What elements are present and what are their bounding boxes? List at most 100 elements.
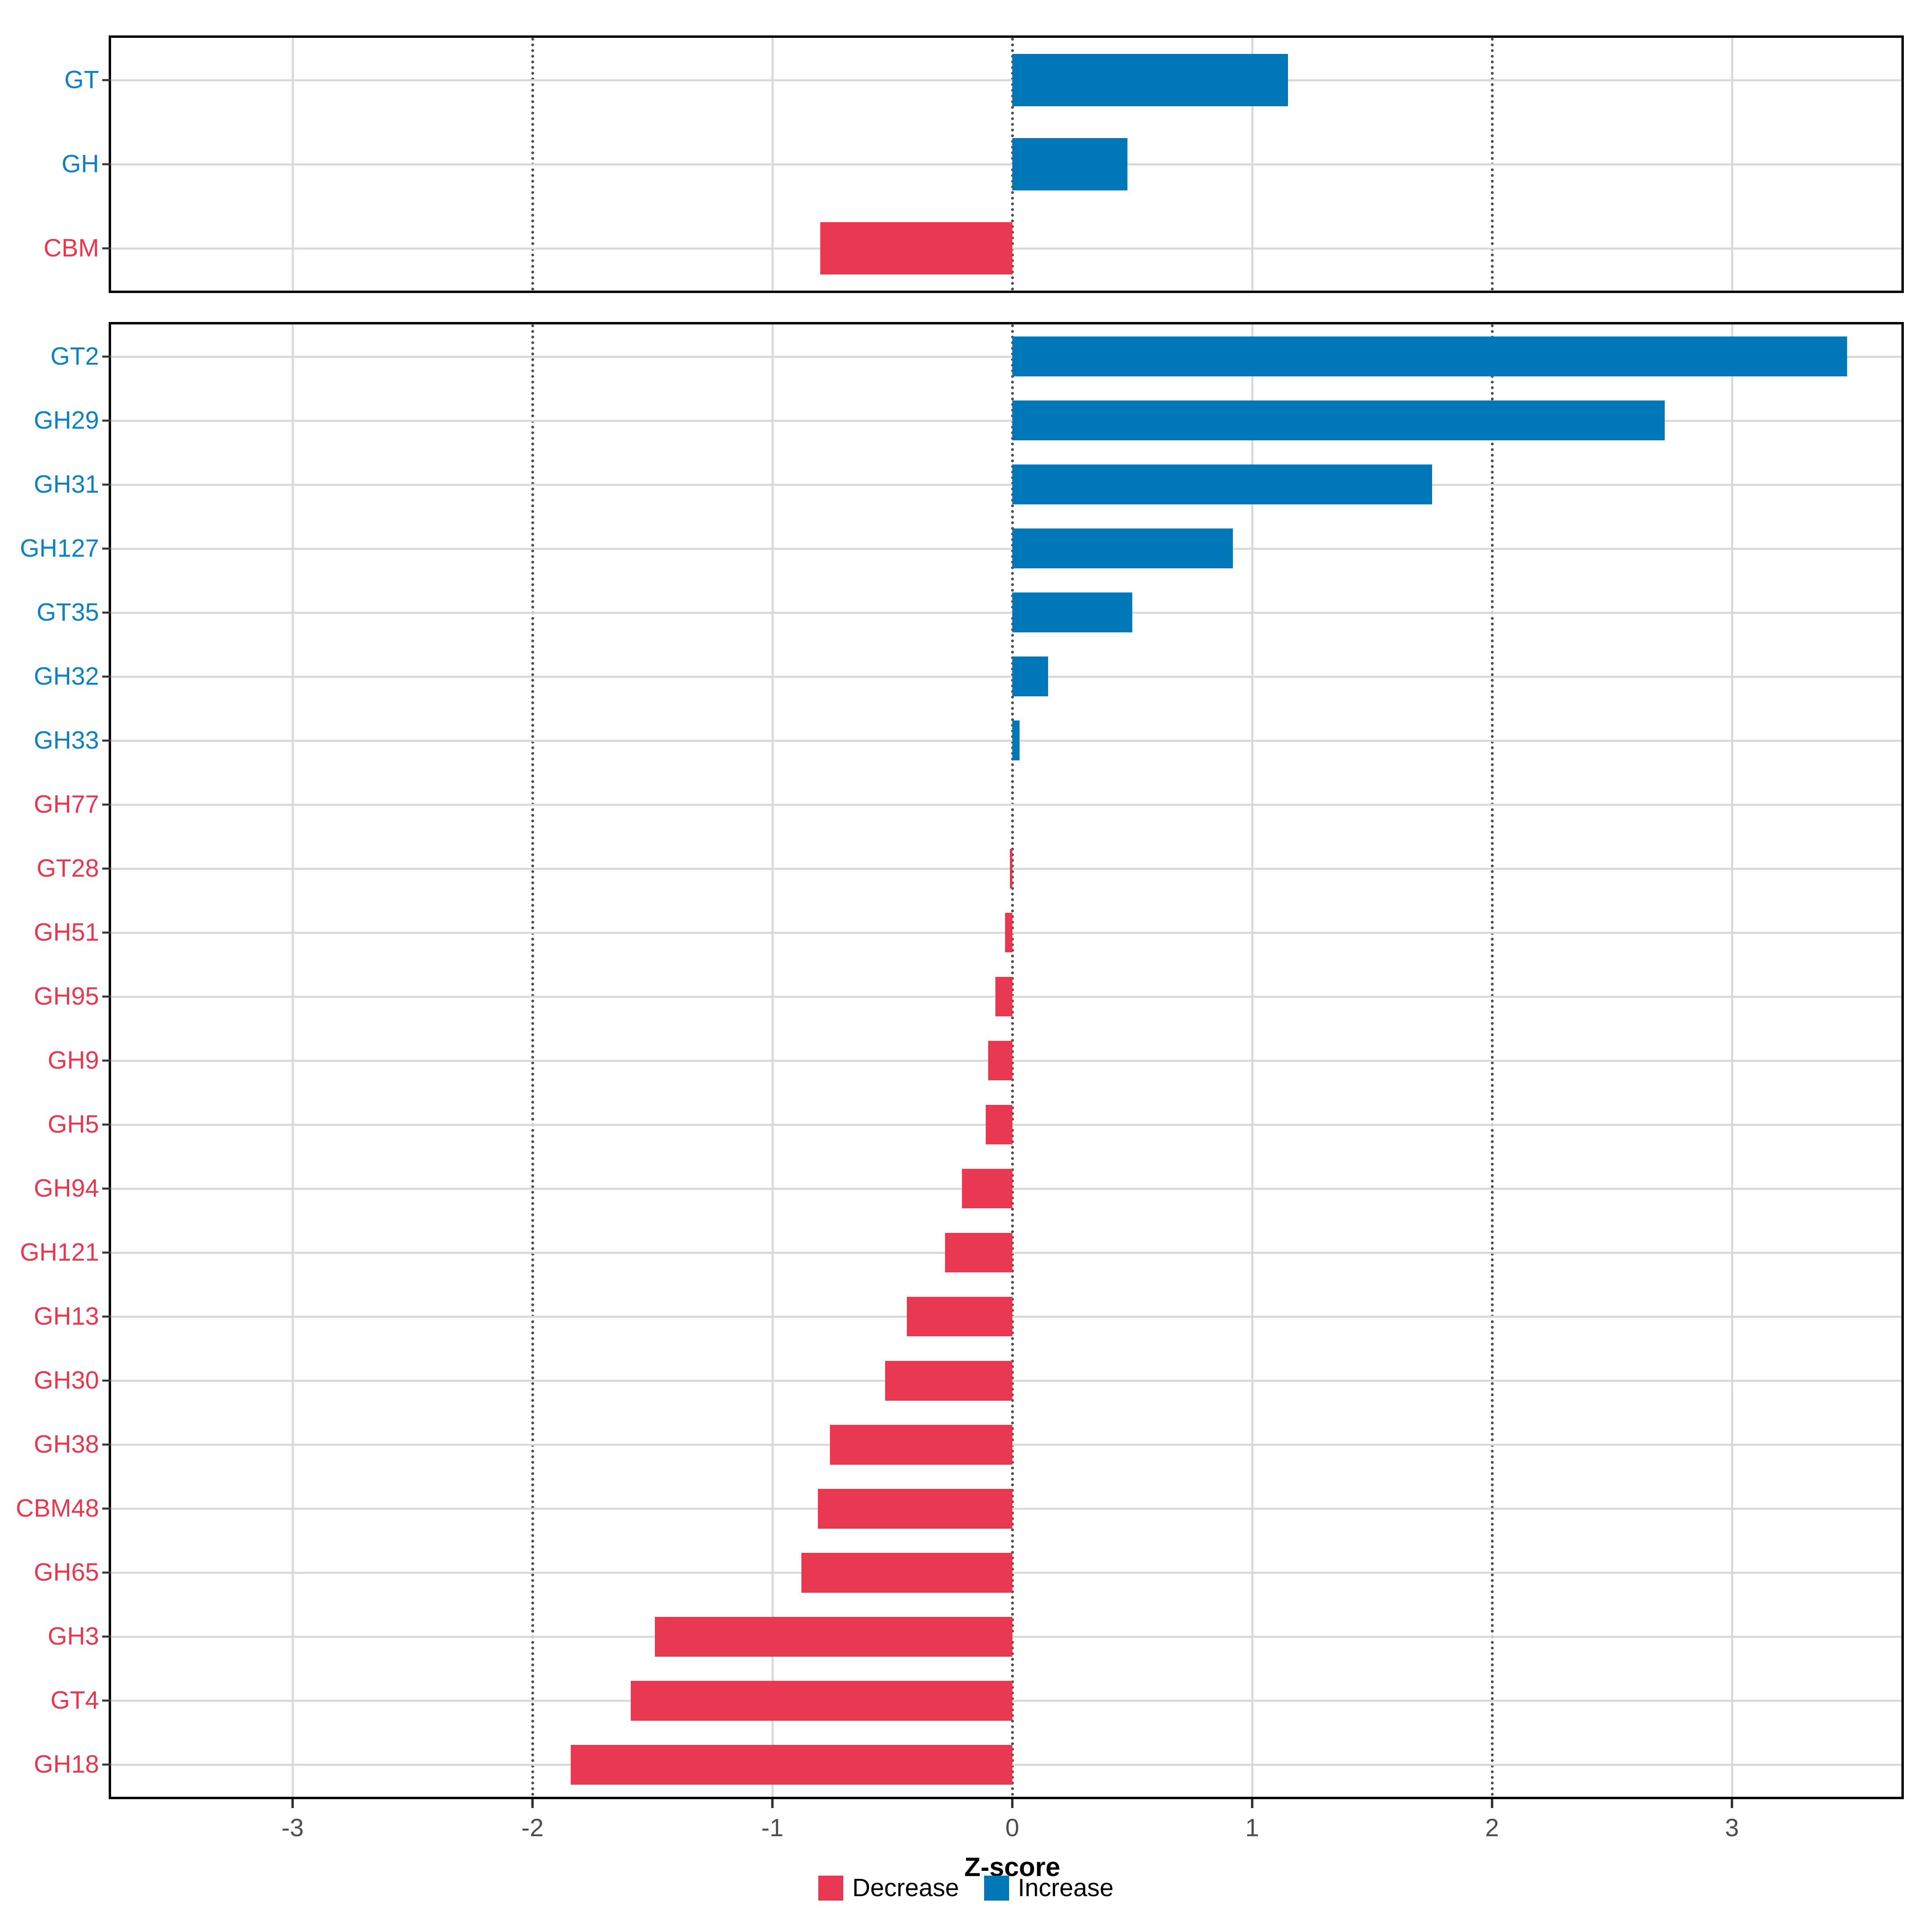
y-axis-tick — [102, 419, 111, 422]
chart-legend: Decrease Increase — [0, 1874, 1932, 1902]
horizontal-gridline — [111, 867, 1901, 870]
y-axis-label-GH121: GH121 — [20, 1238, 99, 1267]
horizontal-gridline — [111, 483, 1901, 486]
horizontal-gridline — [111, 79, 1901, 81]
bar-GH32[interactable] — [1012, 656, 1049, 697]
y-axis-tick — [102, 1635, 111, 1638]
x-axis-tick — [531, 1799, 534, 1808]
bar-GH30[interactable] — [885, 1360, 1012, 1401]
y-axis-label-GH3: GH3 — [47, 1622, 99, 1651]
y-axis-label-CBM48: CBM48 — [16, 1494, 99, 1523]
x-axis-tick-label: 1 — [1245, 1814, 1259, 1842]
y-axis-tick — [102, 1507, 111, 1510]
x-axis-tick — [1491, 1799, 1493, 1808]
bar-CBM48[interactable] — [818, 1489, 1012, 1529]
plot-area-top — [111, 38, 1901, 291]
y-axis-label-GH77: GH77 — [34, 790, 99, 818]
y-axis-label-GH95: GH95 — [34, 982, 99, 1010]
x-axis-tick — [1731, 1799, 1733, 1808]
legend-item-decrease[interactable]: Decrease — [818, 1874, 959, 1902]
y-axis-label-GH29: GH29 — [34, 406, 99, 434]
y-axis-tick — [102, 803, 111, 806]
bar-GH3[interactable] — [654, 1617, 1012, 1657]
y-axis-tick — [102, 1187, 111, 1190]
y-axis-label-GT4: GT4 — [50, 1686, 99, 1715]
y-axis-label-GH5: GH5 — [47, 1110, 99, 1139]
plot-area-bottom — [111, 324, 1901, 1797]
bar-GH29[interactable] — [1012, 400, 1665, 440]
bar-GT[interactable] — [1012, 54, 1288, 106]
y-axis-label-GH13: GH13 — [34, 1302, 99, 1331]
y-axis-label-GH65: GH65 — [34, 1558, 99, 1587]
legend-label-decrease: Decrease — [852, 1874, 959, 1902]
bar-GH9[interactable] — [988, 1040, 1012, 1081]
x-axis-tick-label: 3 — [1725, 1814, 1739, 1842]
bar-GH13[interactable] — [906, 1296, 1012, 1337]
legend-item-increase[interactable]: Increase — [984, 1874, 1114, 1902]
bar-GH127[interactable] — [1012, 528, 1233, 568]
y-axis-label-GH30: GH30 — [34, 1366, 99, 1395]
x-axis-tick-label: 0 — [1005, 1814, 1020, 1842]
horizontal-gridline — [111, 419, 1901, 422]
bar-CBM[interactable] — [820, 222, 1012, 275]
y-axis-tick — [102, 611, 111, 614]
y-axis-label-GH: GH — [62, 150, 99, 178]
bar-GH33[interactable] — [1012, 720, 1020, 761]
x-axis-tick-label: -3 — [281, 1814, 304, 1842]
bar-GH[interactable] — [1012, 138, 1128, 190]
panel-family-level — [109, 322, 1904, 1799]
horizontal-gridline — [111, 355, 1901, 358]
y-axis-tick — [102, 931, 111, 934]
bar-GT28[interactable] — [1010, 848, 1012, 889]
y-axis-tick — [102, 547, 111, 550]
y-axis-tick — [102, 995, 111, 998]
bar-GT4[interactable] — [631, 1681, 1012, 1721]
y-axis-label-GT35: GT35 — [36, 598, 99, 626]
legend-label-increase: Increase — [1018, 1874, 1114, 1902]
panel-class-level — [109, 35, 1904, 293]
x-axis-title: Z-score — [964, 1852, 1061, 1882]
y-axis-label-GT28: GT28 — [36, 854, 99, 882]
y-axis-label-GH18: GH18 — [34, 1750, 99, 1779]
bar-GT2[interactable] — [1012, 336, 1847, 376]
y-axis-label-GH127: GH127 — [20, 534, 99, 562]
y-axis-tick — [102, 675, 111, 678]
bar-GH51[interactable] — [1005, 912, 1012, 953]
bar-GT35[interactable] — [1012, 592, 1132, 632]
y-axis-label-GH32: GH32 — [34, 662, 99, 690]
y-axis-tick — [102, 1059, 111, 1062]
y-axis-label-GH33: GH33 — [34, 726, 99, 754]
horizontal-gridline — [111, 675, 1901, 678]
bar-GH95[interactable] — [995, 976, 1012, 1017]
bar-GH38[interactable] — [830, 1424, 1012, 1465]
y-axis-label-GT: GT — [64, 66, 99, 94]
y-axis-tick — [102, 79, 111, 81]
legend-swatch-increase — [984, 1875, 1009, 1901]
bar-GH121[interactable] — [945, 1232, 1012, 1273]
y-axis-tick — [102, 247, 111, 250]
y-axis-label-GH94: GH94 — [34, 1174, 99, 1203]
y-axis-tick — [102, 1123, 111, 1126]
x-axis-tick-label: -1 — [761, 1814, 784, 1842]
y-axis-tick — [102, 163, 111, 165]
bar-GH31[interactable] — [1012, 464, 1432, 504]
y-axis-tick — [102, 1571, 111, 1574]
y-axis-tick — [102, 355, 111, 358]
horizontal-gridline — [111, 547, 1901, 550]
x-axis-tick-label: 2 — [1485, 1814, 1499, 1842]
y-axis-tick — [102, 1315, 111, 1318]
bar-GH5[interactable] — [986, 1104, 1012, 1145]
bar-GH65[interactable] — [801, 1553, 1012, 1593]
y-axis-label-GH9: GH9 — [47, 1046, 99, 1074]
bar-GH18[interactable] — [571, 1745, 1012, 1785]
y-axis-label-GH51: GH51 — [34, 918, 99, 946]
y-axis-tick — [102, 1763, 111, 1766]
horizontal-gridline — [111, 803, 1901, 806]
y-axis-label-GT2: GT2 — [50, 342, 99, 370]
x-axis-tick — [1011, 1799, 1013, 1808]
bar-GH94[interactable] — [962, 1168, 1012, 1209]
y-axis-tick — [102, 867, 111, 870]
y-axis-tick — [102, 1443, 111, 1446]
y-axis-label-GH31: GH31 — [34, 470, 99, 498]
